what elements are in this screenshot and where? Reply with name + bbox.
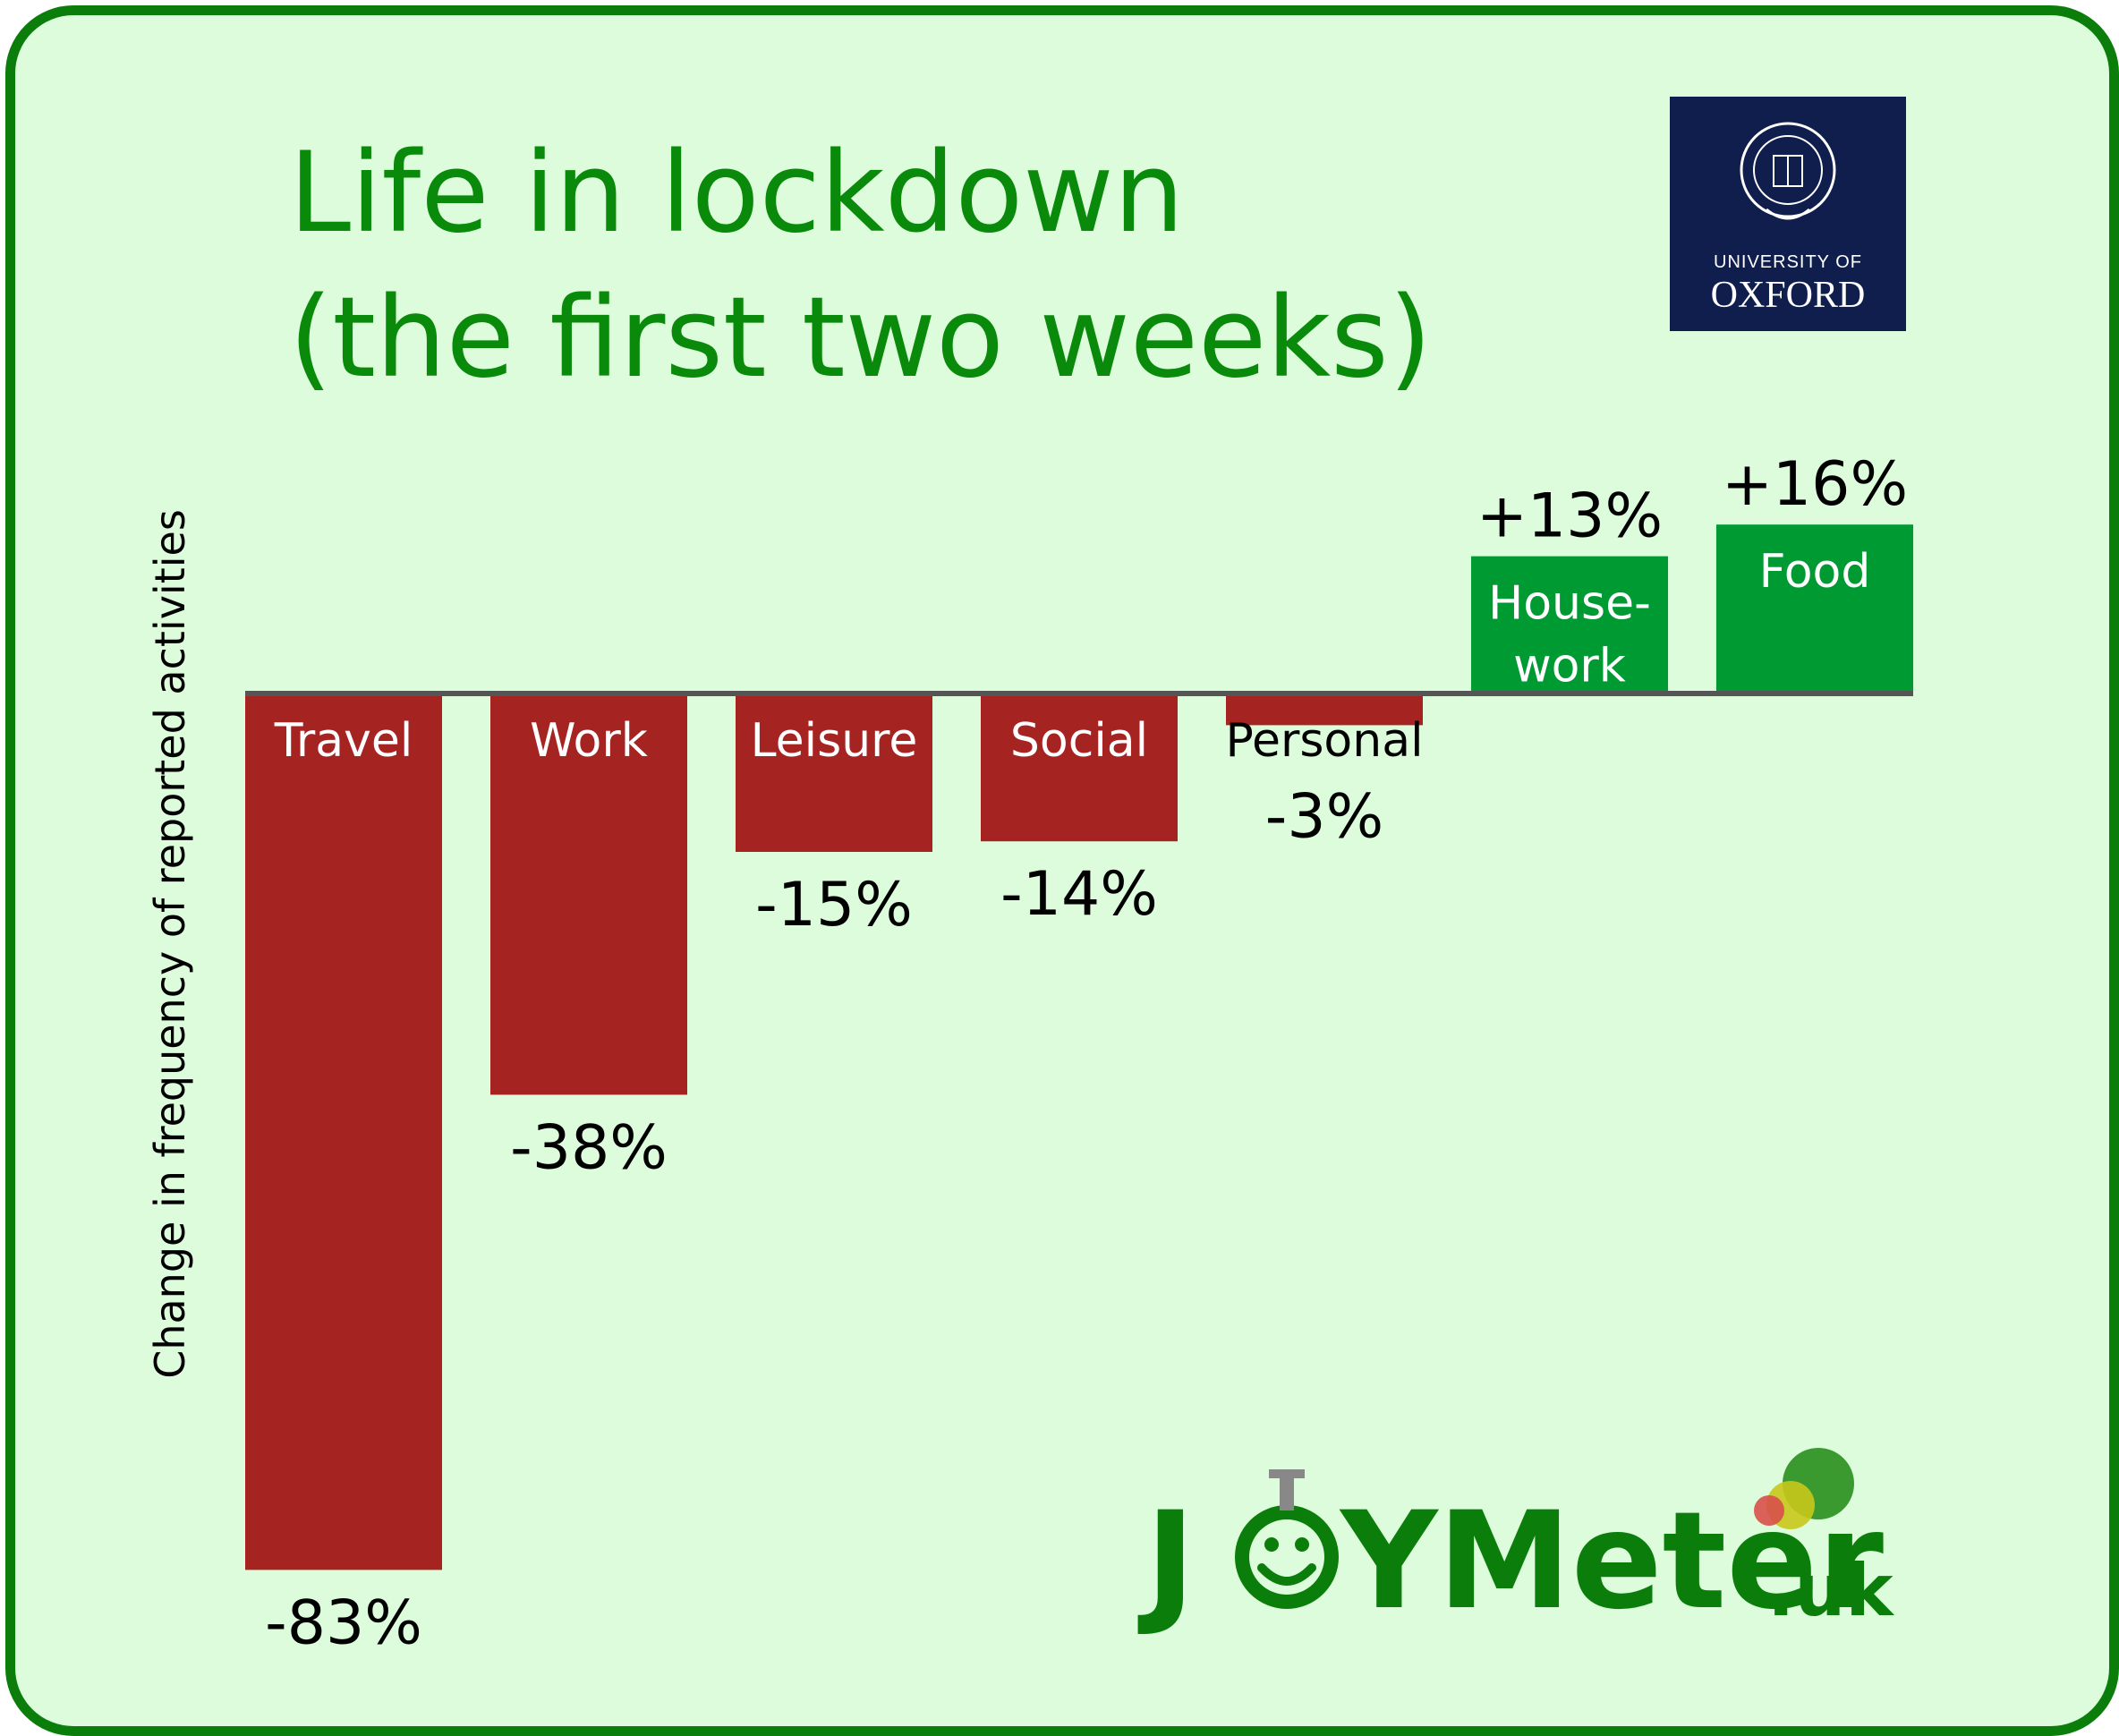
value-label-5: +13% — [1476, 481, 1663, 552]
chart-title-block: Life in lockdown (the first two weeks) — [289, 121, 1432, 411]
joymeter-uk: .uk — [1767, 1549, 1893, 1632]
oxford-logo: UNIVERSITY OF OXFORD — [1670, 97, 1906, 331]
bar-1 — [490, 694, 687, 1095]
category-label-line: Personal — [1225, 714, 1423, 768]
value-label-3: -14% — [1000, 859, 1158, 930]
value-label-0: -83% — [265, 1587, 422, 1658]
oxford-crest-icon — [1740, 122, 1836, 220]
category-label-4: Personal — [1225, 714, 1423, 768]
joymeter-j: J — [1145, 1484, 1196, 1639]
bar-3 — [981, 694, 1178, 842]
bar-0 — [245, 694, 442, 1570]
chart-title: Life in lockdown — [289, 129, 1185, 258]
category-label-line: Work — [530, 714, 648, 768]
value-label-4: -3% — [1265, 781, 1383, 852]
bar-6 — [1716, 524, 1913, 694]
category-label-line: work — [1513, 640, 1626, 694]
category-label-line: Leisure — [751, 714, 918, 768]
category-label-line: Travel — [274, 714, 413, 768]
joymeter-ymeter: YMeter — [1340, 1484, 1885, 1639]
joymeter-logo: J YMeter .uk — [1145, 1432, 1951, 1655]
category-label-1: Work — [530, 714, 648, 768]
category-label-2: Leisure — [751, 714, 918, 768]
category-label-0: Travel — [274, 714, 413, 768]
category-label-line: Food — [1759, 545, 1871, 599]
value-label-2: -15% — [755, 870, 913, 940]
bar-2 — [736, 694, 932, 852]
joymeter-smiley-icon — [1235, 1448, 1854, 1609]
category-label-5: House-work — [1488, 577, 1651, 694]
category-label-line: House- — [1488, 577, 1651, 631]
oxford-line1: UNIVERSITY OF — [1714, 252, 1862, 272]
chart-subtitle: (the first two weeks) — [289, 274, 1433, 403]
category-label-3: Social — [1010, 714, 1148, 768]
bar-4 — [1226, 694, 1423, 726]
category-label-line: Social — [1010, 714, 1148, 768]
value-label-1: -38% — [510, 1112, 668, 1183]
bar-5 — [1471, 556, 1668, 694]
value-label-6: +16% — [1722, 449, 1908, 520]
category-label-6: Food — [1759, 545, 1871, 599]
oxford-line2: OXFORD — [1710, 275, 1866, 316]
